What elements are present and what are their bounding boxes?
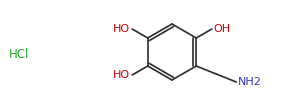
- Text: HCl: HCl: [8, 48, 29, 61]
- Text: HO: HO: [113, 24, 130, 34]
- Text: NH2: NH2: [238, 77, 262, 87]
- Text: HO: HO: [113, 70, 130, 80]
- Text: OH: OH: [214, 24, 231, 34]
